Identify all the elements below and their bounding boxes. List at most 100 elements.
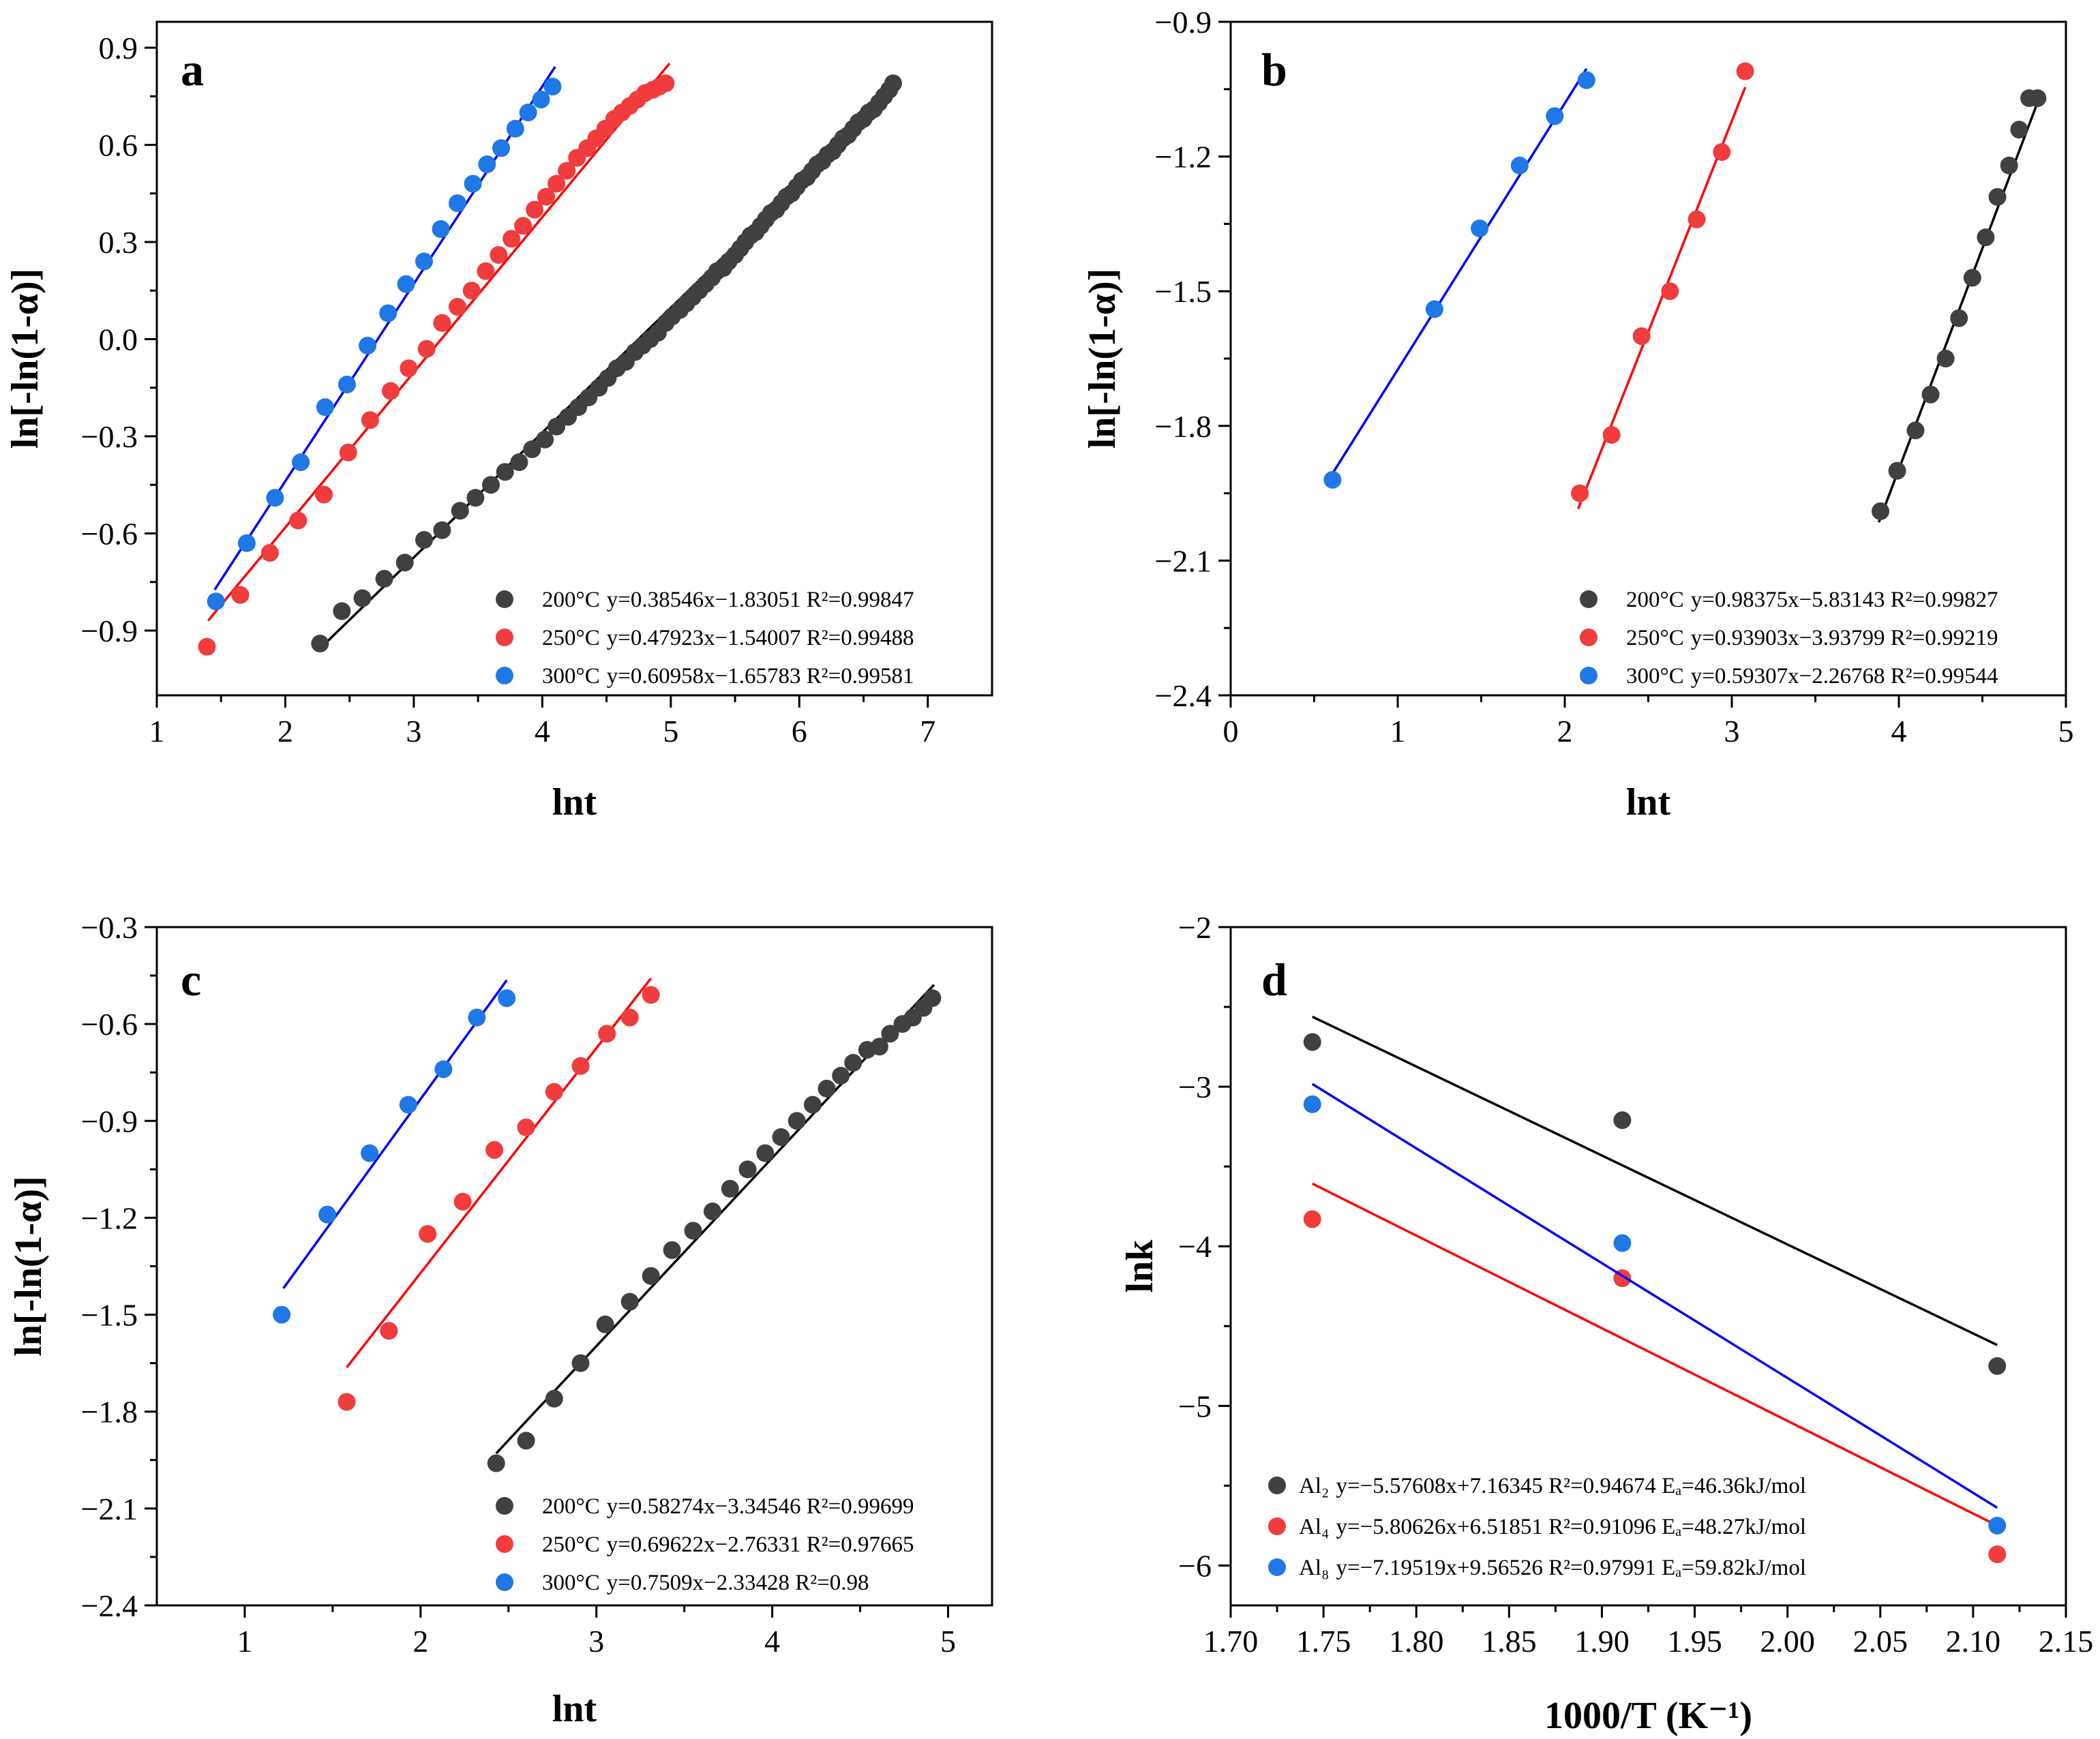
legend-series-name: 200°C xyxy=(1626,588,1684,612)
data-point xyxy=(537,187,556,206)
data-point xyxy=(756,1144,775,1162)
data-point xyxy=(598,1025,616,1043)
y-axis-label: ln[-ln(1-α)] xyxy=(7,1176,50,1357)
data-point xyxy=(333,602,351,620)
fit-line xyxy=(1311,1083,1998,1509)
data-point xyxy=(492,139,511,157)
legend-fit-equation: y=0.7509x−2.33428 R²=0.98 xyxy=(607,1571,869,1595)
data-point xyxy=(514,217,532,235)
data-point xyxy=(395,554,414,572)
legend-entry: Al₂ y=−5.57608x+7.16345 R²=0.94674 Eₐ=46.… xyxy=(1299,1474,1806,1498)
legend-marker xyxy=(496,590,513,608)
legend-marker xyxy=(1268,1558,1286,1576)
data-point xyxy=(1906,421,1925,440)
data-point xyxy=(485,1140,504,1159)
data-point xyxy=(526,200,544,219)
fit-line xyxy=(1311,1182,1998,1527)
legend-entry: Al₈ y=−7.19519x+9.56526 R²=0.97991 Eₐ=59.… xyxy=(1299,1556,1806,1580)
data-point xyxy=(316,398,334,417)
y-tick-label: −3 xyxy=(1178,1070,1212,1104)
legend-entry: 300°C y=0.59307x−2.26768 R²=0.99544 xyxy=(1626,664,1998,689)
legend-entry: 250°C y=0.93903x−3.93799 R²=0.99219 xyxy=(1626,626,1998,650)
data-point xyxy=(558,162,576,180)
x-tick-label: 2 xyxy=(1557,714,1573,748)
y-tick-label: −4 xyxy=(1178,1229,1212,1264)
data-point xyxy=(1977,228,1995,247)
legend-fit-equation: y=0.93903x−3.93799 R²=0.99219 xyxy=(1691,626,1998,650)
data-point xyxy=(536,430,554,449)
data-point xyxy=(684,1222,702,1240)
y-tick-label: 0.6 xyxy=(99,128,138,163)
data-point xyxy=(311,635,329,652)
data-point xyxy=(1988,1357,2007,1375)
data-point xyxy=(510,453,528,471)
x-tick-label: 4 xyxy=(535,714,550,748)
data-point xyxy=(721,1179,739,1198)
legend-marker xyxy=(496,1573,513,1591)
y-axis-label: ln[-ln(1-α)] xyxy=(1081,269,1124,449)
legend-entry: 200°C y=0.58274x−3.34546 R²=0.99699 xyxy=(542,1494,914,1519)
y-tick-label: −5 xyxy=(1178,1389,1212,1423)
data-point xyxy=(432,220,450,238)
data-point xyxy=(361,1144,379,1162)
data-point xyxy=(884,74,902,93)
x-tick-label: 1.80 xyxy=(1389,1624,1444,1659)
y-tick-label: −0.3 xyxy=(81,910,138,945)
y-tick-label: −2.4 xyxy=(81,1588,138,1623)
x-tick-label: 1.85 xyxy=(1482,1624,1537,1659)
data-point xyxy=(548,175,566,193)
legend-marker xyxy=(1580,590,1597,608)
data-point xyxy=(449,194,466,212)
legend-fit-equation: y=−5.80626x+6.51851 R²=0.91096 Eₐ=48.27k… xyxy=(1336,1515,1807,1539)
data-point xyxy=(1872,502,1890,520)
legend-series-name: Al₂ xyxy=(1299,1474,1330,1498)
data-point xyxy=(1988,1545,2007,1564)
data-point xyxy=(266,489,284,507)
data-point xyxy=(339,443,357,462)
panel-c: 1 2 3 4 5 −2.4 −2.1 −1.8 −1.5 −1.2 −0.9 −0.6 −0.3 lnt… xyxy=(7,910,993,1730)
data-point xyxy=(359,337,377,354)
data-point xyxy=(1888,462,1906,480)
data-point xyxy=(289,511,308,530)
x-tick-label: 4 xyxy=(764,1624,780,1659)
legend-marker xyxy=(1268,1517,1286,1535)
legend-entry: Al₄ y=−5.80626x+6.51851 R²=0.91096 Eₐ=48.… xyxy=(1299,1515,1806,1539)
x-axis-label: lnt xyxy=(1626,781,1671,823)
data-point xyxy=(498,989,516,1008)
data-point xyxy=(787,1112,806,1130)
data-point xyxy=(1632,327,1651,346)
legend-series-name: 200°C xyxy=(542,1494,600,1519)
legend-series-name: Al₈ xyxy=(1299,1556,1330,1580)
legend-fit-equation: y=0.60958x−1.65783 R²=0.99581 xyxy=(607,664,914,689)
data-point xyxy=(490,246,508,264)
x-tick-label: 6 xyxy=(792,714,807,748)
data-point xyxy=(1303,1095,1321,1113)
fit-line xyxy=(1330,67,1588,477)
data-point xyxy=(2010,121,2028,139)
x-tick-label: 5 xyxy=(940,1624,956,1659)
data-point xyxy=(1425,300,1443,318)
data-point xyxy=(433,521,451,539)
data-point xyxy=(1963,269,1981,287)
data-point xyxy=(231,586,250,604)
data-point xyxy=(292,453,310,471)
x-tick-label: 1.95 xyxy=(1667,1624,1722,1659)
y-tick-label: −0.6 xyxy=(81,517,138,551)
data-point xyxy=(361,411,379,429)
data-point xyxy=(870,1038,888,1056)
x-tick-label: 1 xyxy=(149,714,165,748)
data-point xyxy=(2028,89,2047,107)
legend-series-name: 300°C xyxy=(542,664,600,689)
data-point xyxy=(415,531,433,549)
data-point xyxy=(596,1315,614,1333)
data-point xyxy=(832,1066,850,1085)
data-point xyxy=(803,1095,822,1114)
data-point xyxy=(532,91,550,108)
data-point xyxy=(1687,210,1706,228)
data-point xyxy=(1613,1234,1632,1252)
data-point xyxy=(1471,219,1489,237)
data-point xyxy=(642,1267,660,1285)
x-tick-label: 5 xyxy=(663,714,678,748)
data-point xyxy=(315,485,333,504)
